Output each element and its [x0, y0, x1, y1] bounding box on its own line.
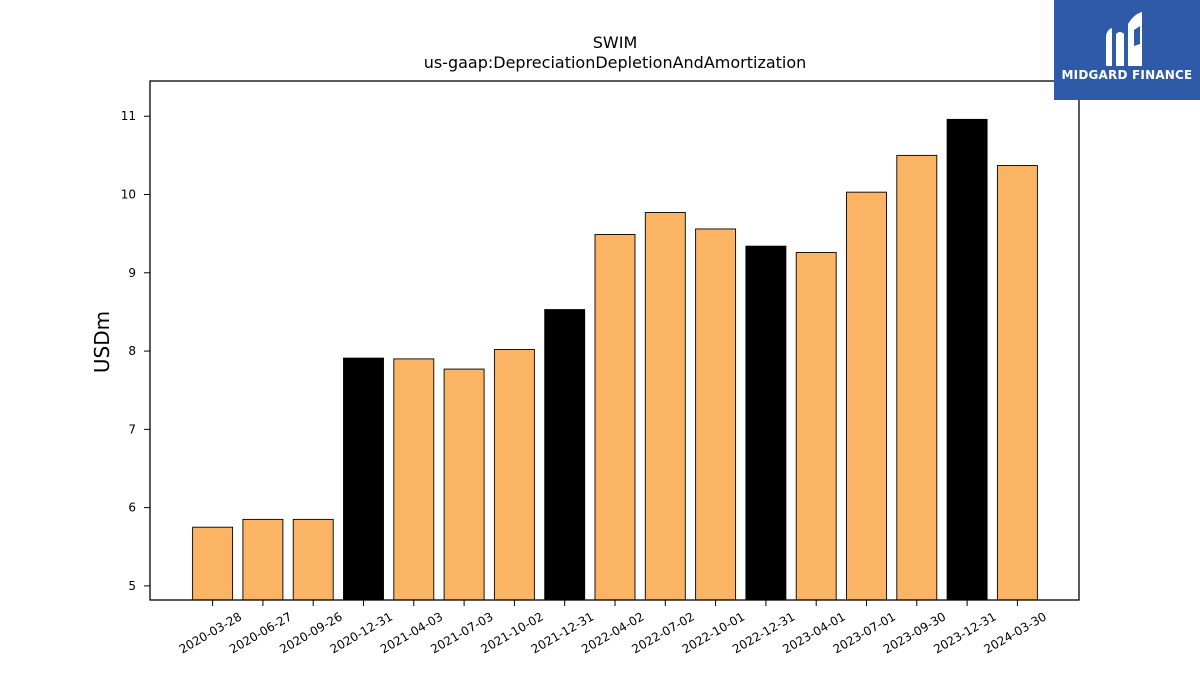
brand-logo: MIDGARD FINANCE: [1054, 0, 1200, 100]
bar-2022-07-02: [644, 212, 686, 601]
y-tick-label: 9: [128, 266, 136, 280]
bar-2022-12-31: [745, 245, 787, 601]
brand-name: MIDGARD FINANCE: [1061, 68, 1193, 82]
bar-2023-12-31: [946, 118, 988, 601]
bar-2021-12-31: [544, 309, 586, 601]
bar-2020-03-28: [192, 526, 234, 601]
bar-2021-07-03: [443, 368, 485, 601]
bar-2022-10-01: [695, 228, 737, 601]
bar-2021-04-03: [393, 358, 435, 601]
y-tick-label: 5: [128, 579, 136, 593]
bar-2020-06-27: [242, 518, 284, 601]
y-tick-label: 11: [121, 109, 136, 123]
y-tick-label: 10: [121, 188, 136, 202]
y-tick-label: 6: [128, 501, 136, 515]
bar-2022-04-02: [594, 233, 636, 601]
bar-2024-03-30: [996, 165, 1038, 601]
bar-2023-09-30: [896, 154, 938, 601]
x-axis: 2020-03-282020-06-272020-09-262020-12-31…: [177, 600, 1049, 656]
bars-layer: [192, 118, 1038, 601]
bar-2020-12-31: [343, 357, 384, 601]
y-tick-label: 8: [128, 344, 136, 358]
bar-2023-07-01: [846, 191, 887, 601]
y-axis-label: USDm: [90, 311, 114, 373]
plot-frame: [149, 80, 1080, 601]
bar-2020-09-26: [292, 518, 334, 601]
midgard-m-logo-icon: [1106, 12, 1142, 66]
y-axis: 5 6 7 8 9 10 11: [121, 109, 150, 593]
chart-title: SWIM: [593, 33, 638, 52]
chart-subtitle: us-gaap:DepreciationDepletionAndAmortiza…: [424, 53, 807, 72]
bar-2021-10-02: [493, 349, 535, 601]
bar-2023-04-01: [795, 251, 837, 601]
y-tick-label: 7: [128, 422, 136, 436]
